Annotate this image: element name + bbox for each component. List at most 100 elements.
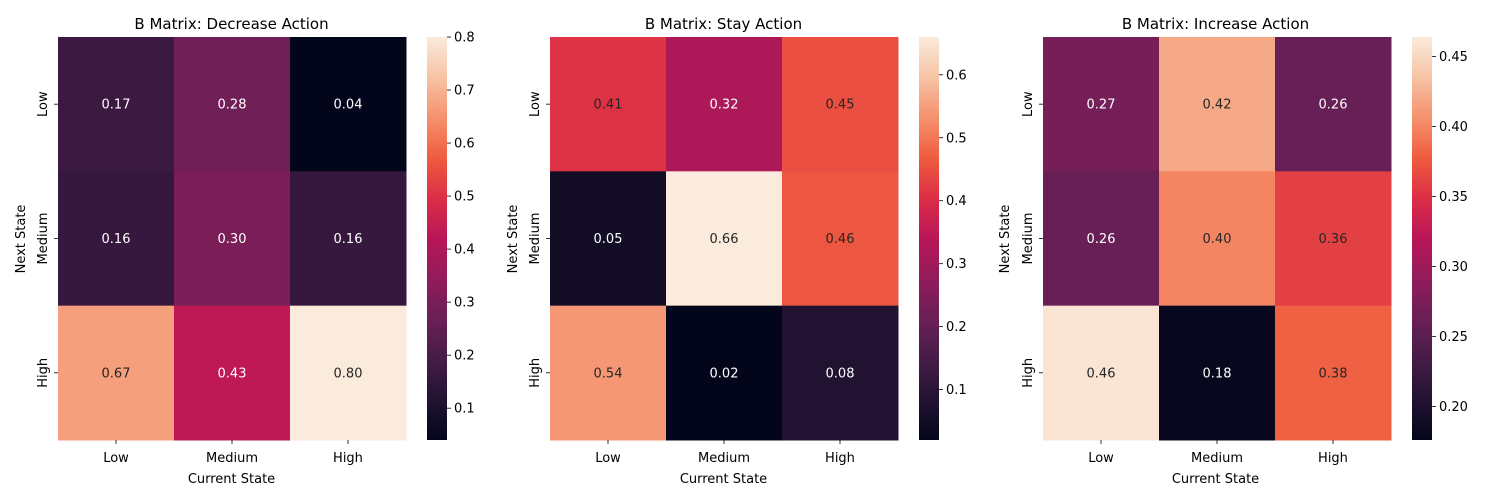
- colorbar-tick-label: 0.3: [454, 296, 475, 311]
- y-tick-label: High: [528, 358, 543, 388]
- cell-value-label: 0.40: [1203, 232, 1232, 247]
- cell-value-label: 0.67: [102, 366, 131, 381]
- cell-value-label: 0.42: [1203, 98, 1232, 113]
- cell-value-label: 0.16: [102, 232, 131, 247]
- heatmap-cell: [1043, 37, 1160, 172]
- x-tick-label: High: [1318, 451, 1348, 466]
- y-tick-labels: Low Medium High: [528, 91, 550, 388]
- colorbar-gradient: [1412, 37, 1432, 440]
- colorbar-tick-label: 0.25: [1439, 330, 1468, 345]
- y-tick-label: High: [36, 358, 51, 388]
- colorbar-gradient: [427, 37, 447, 440]
- heatmap-panel-increase: B Matrix: Increase Action 0.27 0.42 0.26 0.…: [998, 15, 1468, 487]
- heatmap-cell: [666, 305, 783, 441]
- heatmap-cells: 0.41 0.32 0.45 0.05 0.66 0.46 0.54 0.02 0.08: [550, 37, 899, 441]
- colorbar-tick-label: 0.40: [1439, 120, 1468, 135]
- x-tick-label: High: [825, 451, 855, 466]
- heatmap-cell: [58, 171, 175, 307]
- heatmap-cell: [1159, 37, 1276, 172]
- cell-value-label: 0.27: [1087, 98, 1116, 113]
- x-axis-label: Current State: [1172, 472, 1259, 487]
- x-tick-labels: Low Medium High: [1088, 439, 1348, 466]
- heatmap-cells: 0.27 0.42 0.26 0.26 0.40 0.36 0.46 0.18 0.38: [1043, 37, 1392, 441]
- x-tick-label: Low: [1088, 451, 1114, 466]
- colorbar-tick-label: 0.4: [946, 194, 967, 209]
- colorbar-tick-label: 0.1: [454, 402, 475, 417]
- colorbar-tick-label: 0.8: [454, 31, 475, 46]
- colorbar-gradient: [919, 37, 939, 440]
- y-axis-label: Next State: [506, 205, 521, 274]
- colorbar-tick-label: 0.3: [946, 257, 967, 272]
- colorbar-tick-label: 0.5: [946, 131, 967, 146]
- y-tick-label: High: [1021, 358, 1036, 388]
- y-tick-label: Low: [528, 91, 543, 117]
- x-tick-labels: Low Medium High: [103, 439, 363, 466]
- colorbar-tick-label: 0.5: [454, 190, 475, 205]
- colorbar: 0.1 0.2 0.3 0.4 0.5 0.6: [919, 37, 967, 440]
- cell-value-label: 0.28: [218, 98, 247, 113]
- cell-value-label: 0.43: [218, 366, 247, 381]
- cell-value-label: 0.02: [710, 366, 739, 381]
- heatmap-cell: [782, 171, 899, 307]
- y-tick-label: Medium: [36, 213, 51, 265]
- x-tick-label: Low: [103, 451, 129, 466]
- cell-value-label: 0.46: [1087, 366, 1116, 381]
- colorbar: 0.20 0.25 0.30 0.35 0.40 0.45: [1412, 37, 1468, 440]
- x-tick-label: Medium: [1191, 451, 1243, 466]
- cell-value-label: 0.80: [334, 366, 363, 381]
- heatmap-cell: [1275, 305, 1392, 441]
- cell-value-label: 0.26: [1319, 98, 1348, 113]
- colorbar-tick-label: 0.35: [1439, 190, 1468, 205]
- colorbar-tick-label: 0.45: [1439, 50, 1468, 65]
- heatmap-cell: [550, 171, 667, 307]
- colorbar-tick-label: 0.2: [946, 320, 967, 335]
- cell-value-label: 0.41: [594, 98, 623, 113]
- cell-value-label: 0.36: [1319, 232, 1348, 247]
- cell-value-label: 0.45: [826, 98, 855, 113]
- heatmap-cell: [1043, 305, 1160, 441]
- x-tick-label: Low: [595, 451, 621, 466]
- cell-value-label: 0.54: [594, 366, 623, 381]
- colorbar-tick-label: 0.6: [454, 137, 475, 152]
- cell-value-label: 0.66: [710, 232, 739, 247]
- cell-value-label: 0.30: [218, 232, 247, 247]
- cell-value-label: 0.38: [1319, 366, 1348, 381]
- x-tick-labels: Low Medium High: [595, 439, 855, 466]
- cell-value-label: 0.26: [1087, 232, 1116, 247]
- cell-value-label: 0.05: [594, 232, 623, 247]
- heatmap-cell: [290, 171, 407, 307]
- heatmap-panel-decrease: B Matrix: Decrease Action 0.17 0.28 0.040.…: [14, 15, 475, 487]
- heatmap-cell: [1275, 37, 1392, 172]
- x-axis-label: Current State: [680, 472, 767, 487]
- heatmap-cell: [666, 171, 783, 307]
- x-axis-label: Current State: [188, 472, 275, 487]
- heatmap-cell: [290, 37, 407, 172]
- x-tick-label: High: [333, 451, 363, 466]
- colorbar-tick-label: 0.6: [946, 68, 967, 83]
- y-tick-labels: Low Medium High: [1021, 91, 1043, 388]
- y-axis-label: Next State: [998, 205, 1013, 274]
- cell-value-label: 0.16: [334, 232, 363, 247]
- colorbar-tick-label: 0.7: [454, 84, 475, 99]
- chart-title: B Matrix: Stay Action: [645, 15, 802, 33]
- chart-title: B Matrix: Increase Action: [1122, 15, 1309, 33]
- heatmap-cell: [666, 37, 783, 172]
- cell-value-label: 0.04: [334, 98, 363, 113]
- heatmap-cell: [1159, 171, 1276, 307]
- x-tick-label: Medium: [698, 451, 750, 466]
- y-tick-label: Low: [1021, 91, 1036, 117]
- heatmap-cell: [550, 37, 667, 172]
- colorbar-tick-label: 0.20: [1439, 400, 1468, 415]
- colorbar-tick-label: 0.30: [1439, 260, 1468, 275]
- heatmap-cell: [782, 305, 899, 441]
- y-tick-label: Medium: [528, 213, 543, 265]
- heatmap-cell: [174, 171, 291, 307]
- heatmap-cell: [290, 305, 407, 441]
- colorbar-tick-label: 0.4: [454, 243, 475, 258]
- heatmap-cell: [1275, 171, 1392, 307]
- heatmap-cell: [1043, 171, 1160, 307]
- chart-title: B Matrix: Decrease Action: [134, 15, 328, 33]
- y-tick-labels: Low Medium High: [36, 91, 58, 388]
- heatmap-cell: [1159, 305, 1276, 441]
